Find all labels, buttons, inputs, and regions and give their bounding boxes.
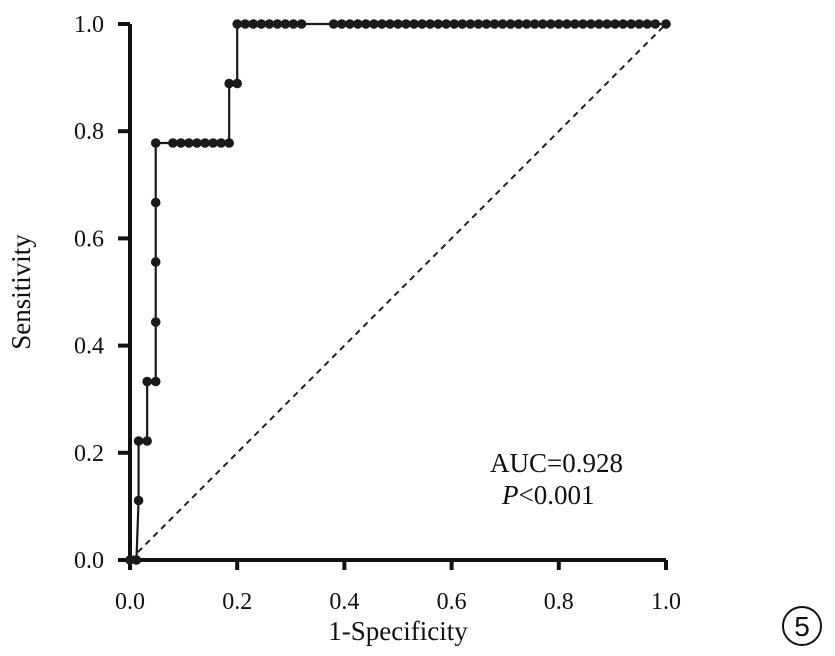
y-tick-label: 0.6 <box>74 226 104 252</box>
roc-point <box>554 19 564 29</box>
roc-point <box>425 19 435 29</box>
reference-diagonal-line <box>129 23 667 561</box>
panel-number: 5 <box>794 611 810 642</box>
roc-point <box>626 19 636 29</box>
roc-point <box>280 19 291 29</box>
roc-point <box>521 19 532 29</box>
roc-point <box>131 555 142 565</box>
roc-point <box>142 436 152 446</box>
roc-point <box>208 138 218 148</box>
roc-point <box>393 19 403 29</box>
x-tick-label: 0.6 <box>437 589 467 615</box>
roc-point <box>377 19 387 29</box>
roc-point <box>661 19 671 29</box>
roc-point <box>150 317 161 327</box>
roc-point <box>248 19 259 29</box>
data-points <box>125 19 671 565</box>
roc-point <box>133 436 144 446</box>
roc-point <box>465 19 476 29</box>
roc-point <box>578 19 588 29</box>
panel-number-circle <box>782 606 822 646</box>
roc-point <box>513 19 524 29</box>
roc-point <box>449 19 460 29</box>
roc-point <box>537 19 548 29</box>
x-tick-label: 0.0 <box>115 589 145 615</box>
y-tick-label: 0.0 <box>74 548 104 574</box>
roc-point <box>618 19 628 29</box>
roc-point <box>176 138 186 148</box>
roc-point <box>133 495 144 506</box>
roc-point <box>602 19 612 29</box>
axes <box>128 24 666 562</box>
roc-point <box>586 19 596 29</box>
roc-point <box>634 19 644 29</box>
roc-point <box>417 19 427 29</box>
auc-annotation: AUC=0.928 <box>490 448 623 478</box>
roc-point <box>150 138 161 148</box>
x-tick-label: 0.2 <box>222 589 252 615</box>
roc-point <box>481 19 492 29</box>
roc-point <box>192 138 202 148</box>
y-tick-label: 0.8 <box>74 119 104 145</box>
roc-point <box>369 19 379 29</box>
roc-point <box>353 19 363 29</box>
p-value-annotation: P<0.001 <box>501 480 594 510</box>
roc-point <box>650 19 661 29</box>
roc-point <box>232 19 242 29</box>
roc-point <box>385 19 395 29</box>
roc-point <box>288 19 299 29</box>
roc-point <box>433 19 444 29</box>
roc-point <box>264 19 275 29</box>
roc-point <box>150 257 161 267</box>
roc-point <box>642 19 653 29</box>
roc-point <box>401 19 411 29</box>
p-symbol: P <box>501 480 519 510</box>
ticks: 0.0 0.2 0.4 0.6 0.8 1.0 0.0 0.2 0.4 0.6 0.8 1.0 <box>74 12 681 615</box>
roc-point <box>168 138 178 148</box>
y-tick-label: 0.4 <box>74 334 104 360</box>
y-tick-label: 0.2 <box>74 441 104 467</box>
roc-point <box>594 19 604 29</box>
y-axis-title: Sensitivity <box>6 234 36 350</box>
roc-point <box>328 19 339 29</box>
roc-point <box>441 19 452 29</box>
roc-point <box>570 19 580 29</box>
x-axis-title: 1-Specificity <box>328 616 468 646</box>
p-value: <0.001 <box>519 480 595 510</box>
x-tick-label: 1.0 <box>651 589 681 615</box>
roc-point <box>150 376 161 387</box>
roc-point <box>336 19 347 29</box>
roc-point <box>184 138 194 148</box>
roc-point <box>272 19 283 29</box>
y-tick-label: 1.0 <box>74 12 104 38</box>
x-tick-label: 0.4 <box>329 589 359 615</box>
roc-point <box>344 19 355 29</box>
roc-point <box>142 376 152 387</box>
roc-point <box>240 19 251 29</box>
x-tick-label: 0.8 <box>544 589 574 615</box>
roc-point <box>224 138 234 148</box>
roc-point <box>545 19 556 29</box>
roc-point <box>150 197 161 208</box>
roc-point <box>216 138 226 148</box>
roc-point <box>457 19 468 29</box>
roc-point <box>232 78 242 89</box>
roc-point <box>505 19 516 29</box>
roc-point <box>473 19 484 29</box>
roc-point <box>200 138 210 148</box>
roc-point <box>529 19 540 29</box>
roc-point <box>409 19 419 29</box>
roc-point <box>224 78 234 89</box>
roc-point <box>361 19 371 29</box>
roc-point <box>256 19 267 29</box>
roc-point <box>497 19 508 29</box>
roc-point <box>489 19 500 29</box>
roc-point <box>610 19 620 29</box>
roc-point <box>562 19 572 29</box>
roc-point <box>296 19 307 29</box>
